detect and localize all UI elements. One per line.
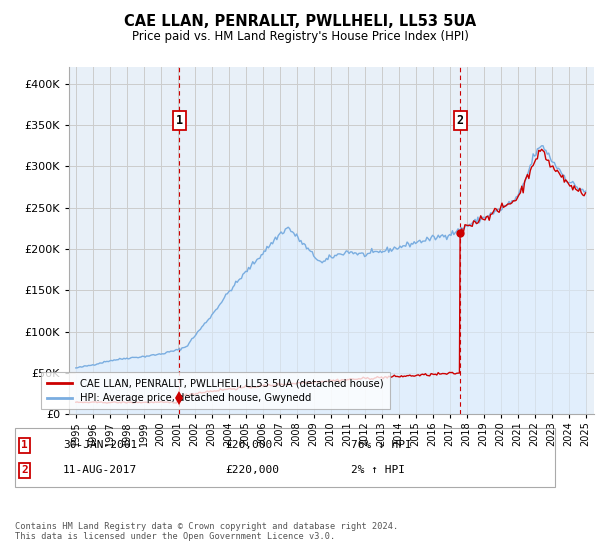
Text: 2% ↑ HPI: 2% ↑ HPI bbox=[351, 465, 405, 475]
Text: 2: 2 bbox=[21, 465, 28, 475]
Text: 1: 1 bbox=[176, 114, 182, 128]
Text: Price paid vs. HM Land Registry's House Price Index (HPI): Price paid vs. HM Land Registry's House … bbox=[131, 30, 469, 43]
Text: 1: 1 bbox=[21, 440, 28, 450]
Legend: CAE LLAN, PENRALLT, PWLLHELI, LL53 5UA (detached house), HPI: Average price, det: CAE LLAN, PENRALLT, PWLLHELI, LL53 5UA (… bbox=[41, 372, 389, 409]
Text: 76% ↓ HPI: 76% ↓ HPI bbox=[351, 440, 412, 450]
Text: 2: 2 bbox=[457, 114, 464, 128]
Text: 30-JAN-2001: 30-JAN-2001 bbox=[63, 440, 137, 450]
Text: Contains HM Land Registry data © Crown copyright and database right 2024.
This d: Contains HM Land Registry data © Crown c… bbox=[15, 522, 398, 542]
Text: 11-AUG-2017: 11-AUG-2017 bbox=[63, 465, 137, 475]
Text: £20,000: £20,000 bbox=[225, 440, 272, 450]
Text: £220,000: £220,000 bbox=[225, 465, 279, 475]
Text: CAE LLAN, PENRALLT, PWLLHELI, LL53 5UA: CAE LLAN, PENRALLT, PWLLHELI, LL53 5UA bbox=[124, 14, 476, 29]
